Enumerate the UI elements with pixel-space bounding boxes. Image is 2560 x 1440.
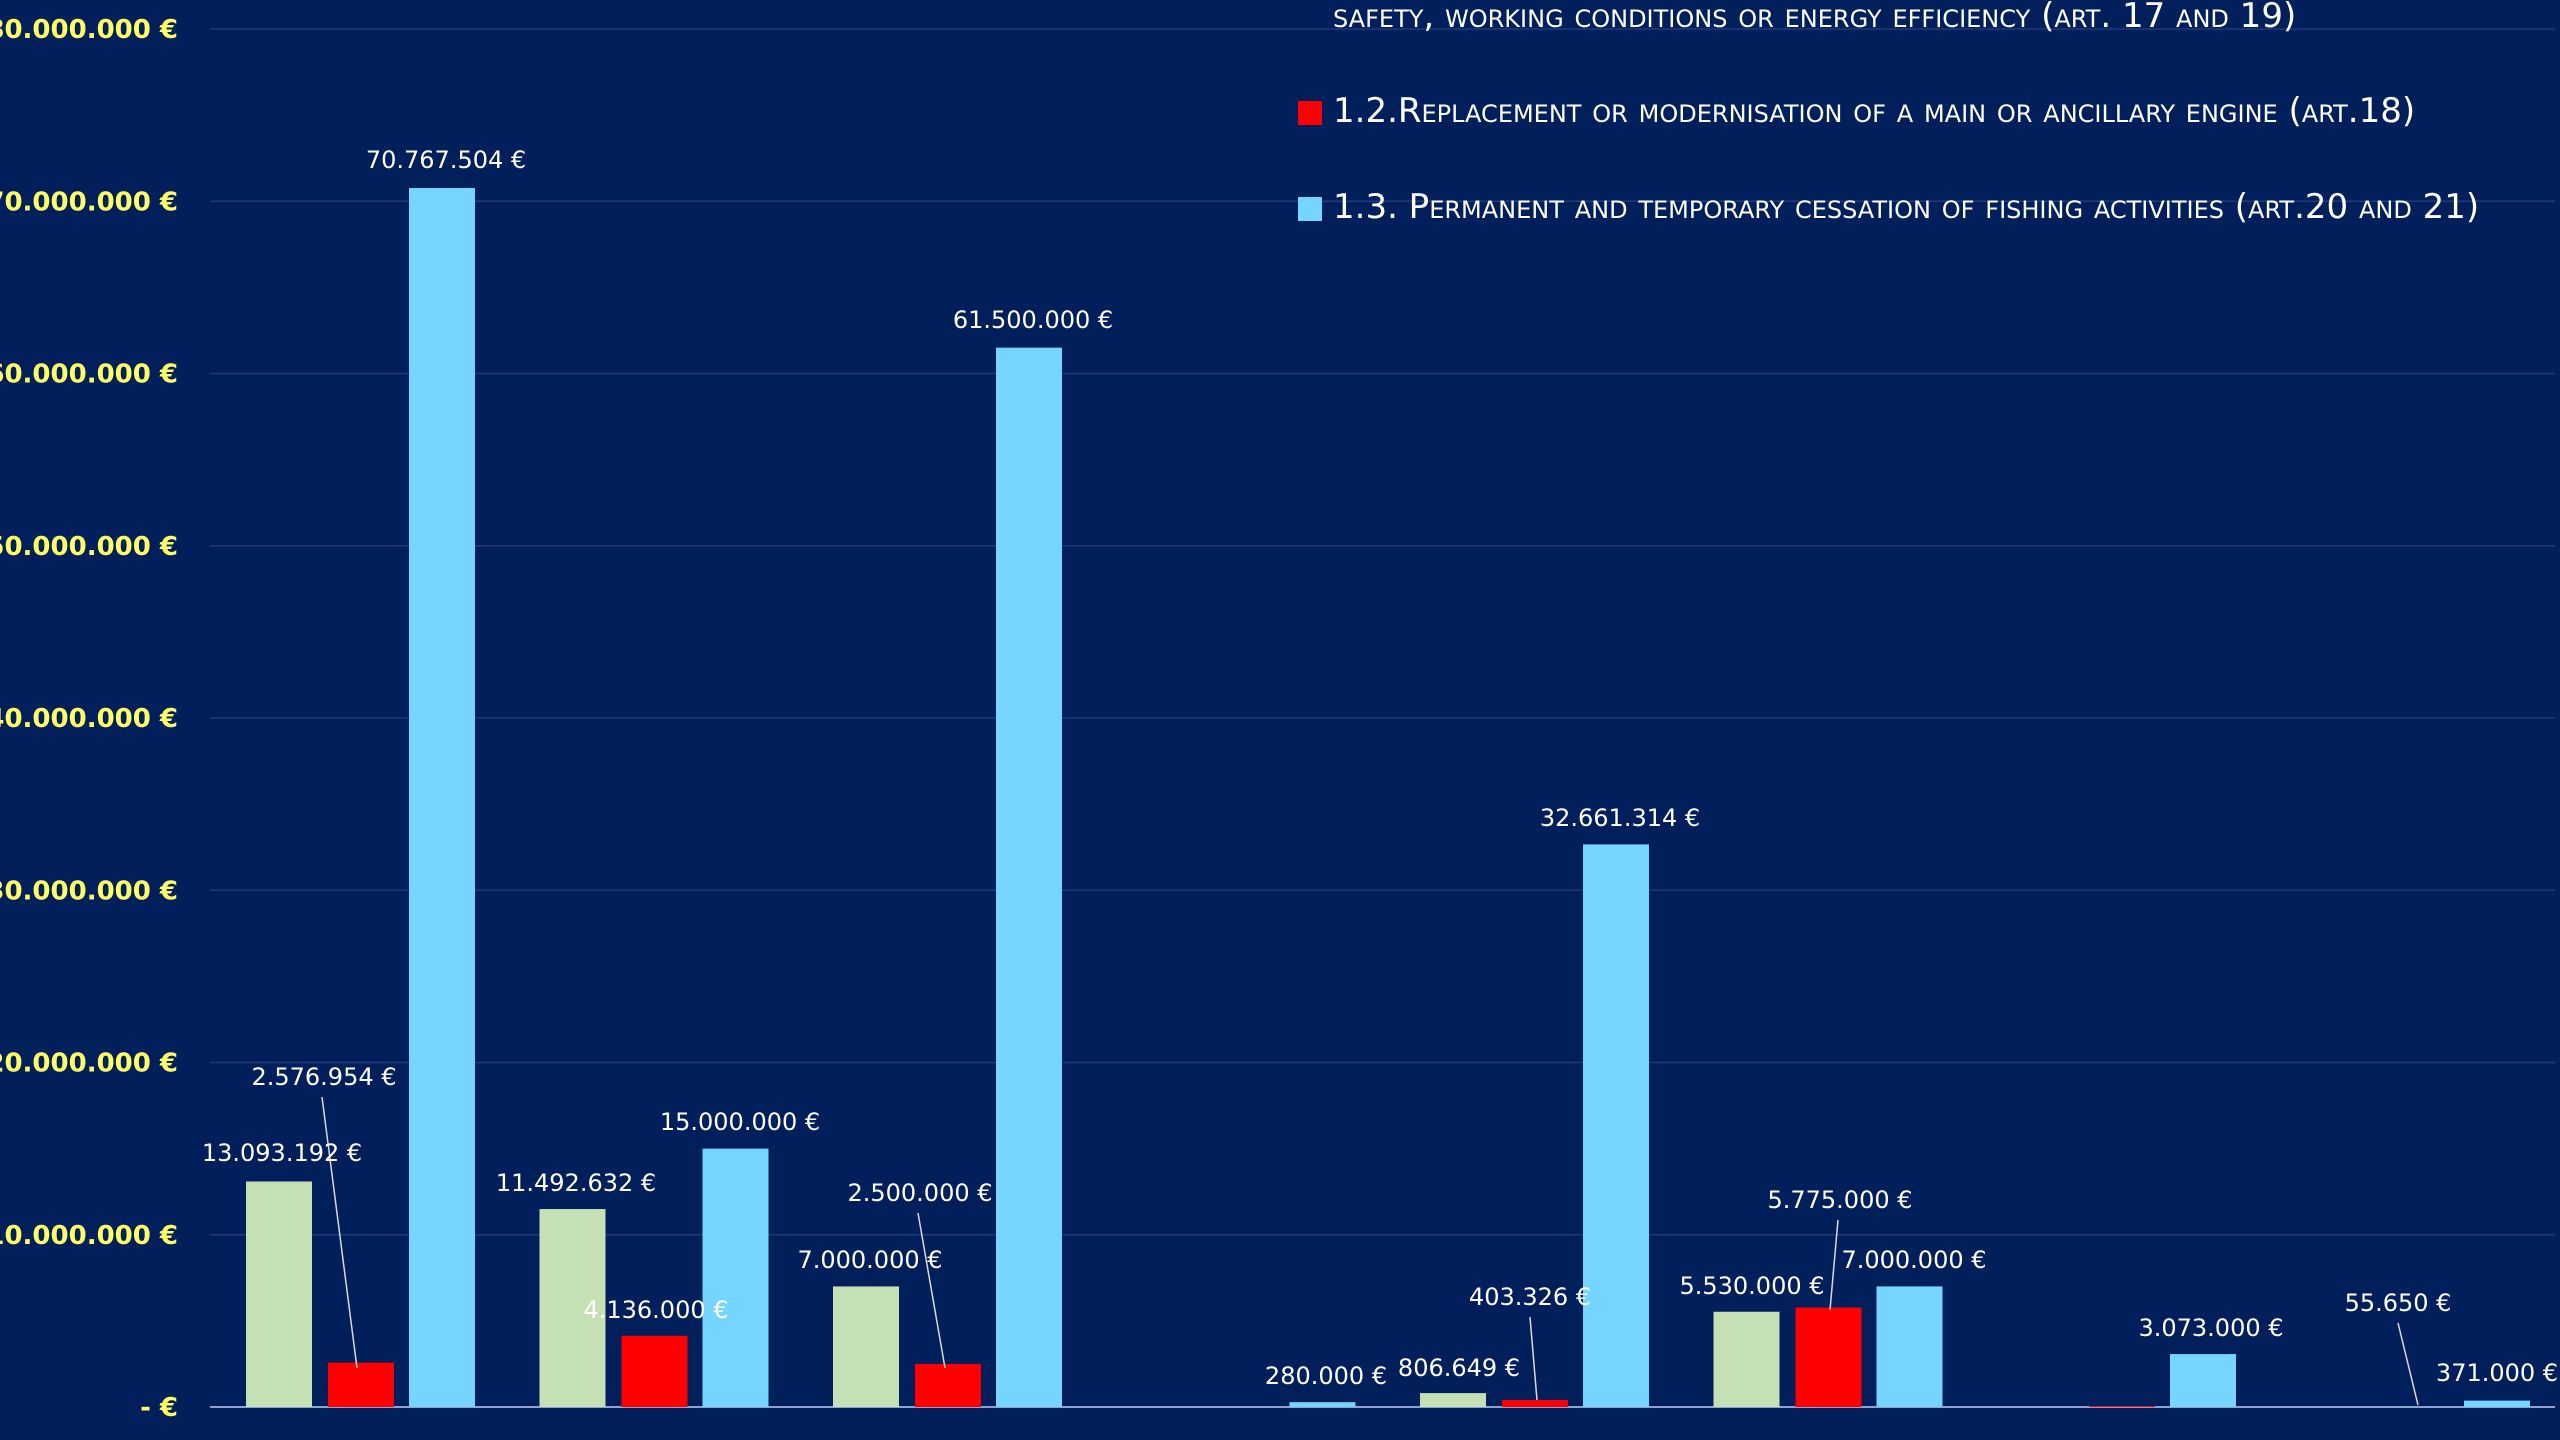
bar-s3-c3 xyxy=(996,347,1062,1408)
bar-s3-c1 xyxy=(409,188,475,1407)
legend-item-1-3-text: 1.3. Permanent and temporary cessation o… xyxy=(1333,186,2480,227)
bar-s2-c2 xyxy=(621,1335,688,1407)
bar-extra xyxy=(2464,1400,2530,1407)
y-tick-label-7: 70.000.000 € xyxy=(0,187,178,217)
data-label-s2-c3: 2.500.000 € xyxy=(847,1179,992,1207)
data-label-s1-c2: 11.492.632 € xyxy=(496,1169,656,1197)
data-label-s1-c3: 7.000.000 € xyxy=(797,1246,942,1274)
bars xyxy=(246,188,2530,1408)
leader-line-s2-c7 xyxy=(2397,1322,2419,1406)
data-label-extra: 371.000 € xyxy=(2436,1359,2558,1387)
data-label-s3-c3: 61.500.000 € xyxy=(953,306,1113,334)
y-tick-label-2: 20.000.000 € xyxy=(0,1049,178,1079)
bar-s3-c6 xyxy=(1876,1286,1943,1407)
leader-line-s2-c3 xyxy=(917,1212,946,1369)
y-tick-label-4: 40.000.000 € xyxy=(0,704,178,734)
y-tick-label-3: 30.000.000 € xyxy=(0,876,178,906)
data-label-s3-c4: 280.000 € xyxy=(1265,1362,1387,1390)
bar-s3-c2 xyxy=(702,1148,769,1407)
y-tick-label-8: 80.000.000 € xyxy=(0,15,178,45)
legend-item-1-2: 1.2.Replacement or modernisation of a ma… xyxy=(1295,87,2555,136)
data-label-s1-c6: 5.530.000 € xyxy=(1679,1272,1824,1300)
legend-item-1-1: safety, working conditions or energy eff… xyxy=(1295,0,2555,41)
legend-swatch-blue xyxy=(1298,196,1322,221)
y-tick-label-1: 10.000.000 € xyxy=(0,1221,178,1251)
data-label-s3-c5: 32.661.314 € xyxy=(1540,804,1700,832)
data-label-s2-c1: 2.576.954 € xyxy=(251,1063,396,1091)
leader-line-s2-c5 xyxy=(1529,1316,1538,1401)
legend: safety, working conditions or energy eff… xyxy=(1295,0,2555,278)
data-label-s2-c7: 55.650 € xyxy=(2345,1289,2452,1317)
bar-s3-c7 xyxy=(2170,1354,2236,1407)
bar-s2-c5 xyxy=(1502,1400,1568,1407)
bar-s2-c3 xyxy=(915,1363,981,1407)
data-label-s3-c7: 3.073.000 € xyxy=(2138,1314,2283,1342)
leader-line-s2-c6 xyxy=(1829,1219,1839,1311)
legend-swatch-red xyxy=(1298,101,1322,126)
bar-s1-c6 xyxy=(1713,1311,1780,1407)
bar-s1-c3 xyxy=(833,1286,899,1407)
bar-s2-c1 xyxy=(328,1362,394,1407)
leader-lines xyxy=(321,1096,2419,1406)
data-label-s2-c5: 403.326 € xyxy=(1469,1283,1591,1311)
legend-item-1-3: 1.3. Permanent and temporary cessation o… xyxy=(1295,183,2555,232)
y-tick-label-6: 60.000.000 € xyxy=(0,360,178,390)
data-label-s1-c5: 806.649 € xyxy=(1398,1354,1520,1382)
data-label-s1-c1: 13.093.192 € xyxy=(202,1139,362,1167)
bar-s1-c2 xyxy=(539,1209,606,1407)
y-tick-label-0: - € xyxy=(140,1393,178,1423)
y-tick-label-5: 50.000.000 € xyxy=(0,532,178,562)
bar-s1-c5 xyxy=(1420,1393,1486,1407)
leader-line-s2-c1 xyxy=(321,1096,358,1369)
data-label-s3-c1: 70.767.504 € xyxy=(366,146,526,174)
bar-s2-c7 xyxy=(2089,1406,2155,1408)
bar-s2-c6 xyxy=(1795,1307,1862,1407)
data-label-s2-c6: 5.775.000 € xyxy=(1767,1186,1912,1214)
y-axis-tick-labels: - € 10.000.000 € 20.000.000 € 30.000.000 € 4… xyxy=(0,15,178,1423)
data-labels: 13.093.192 € 11.492.632 € 7.000.000 € 806.6… xyxy=(202,146,2558,1390)
bar-s3-c4 xyxy=(1289,1402,1356,1407)
legend-item-1-2-text: 1.2.Replacement or modernisation of a ma… xyxy=(1333,91,2416,132)
data-label-s3-c2: 15.000.000 € xyxy=(660,1108,820,1136)
data-label-s2-c2: 4.136.000 € xyxy=(583,1296,728,1324)
bar-s1-c1 xyxy=(246,1181,312,1407)
data-label-s3-c6: 7.000.000 € xyxy=(1841,1246,1986,1274)
legend-item-1-1-text: safety, working conditions or energy eff… xyxy=(1333,0,2297,36)
bar-s3-c5 xyxy=(1583,844,1649,1407)
